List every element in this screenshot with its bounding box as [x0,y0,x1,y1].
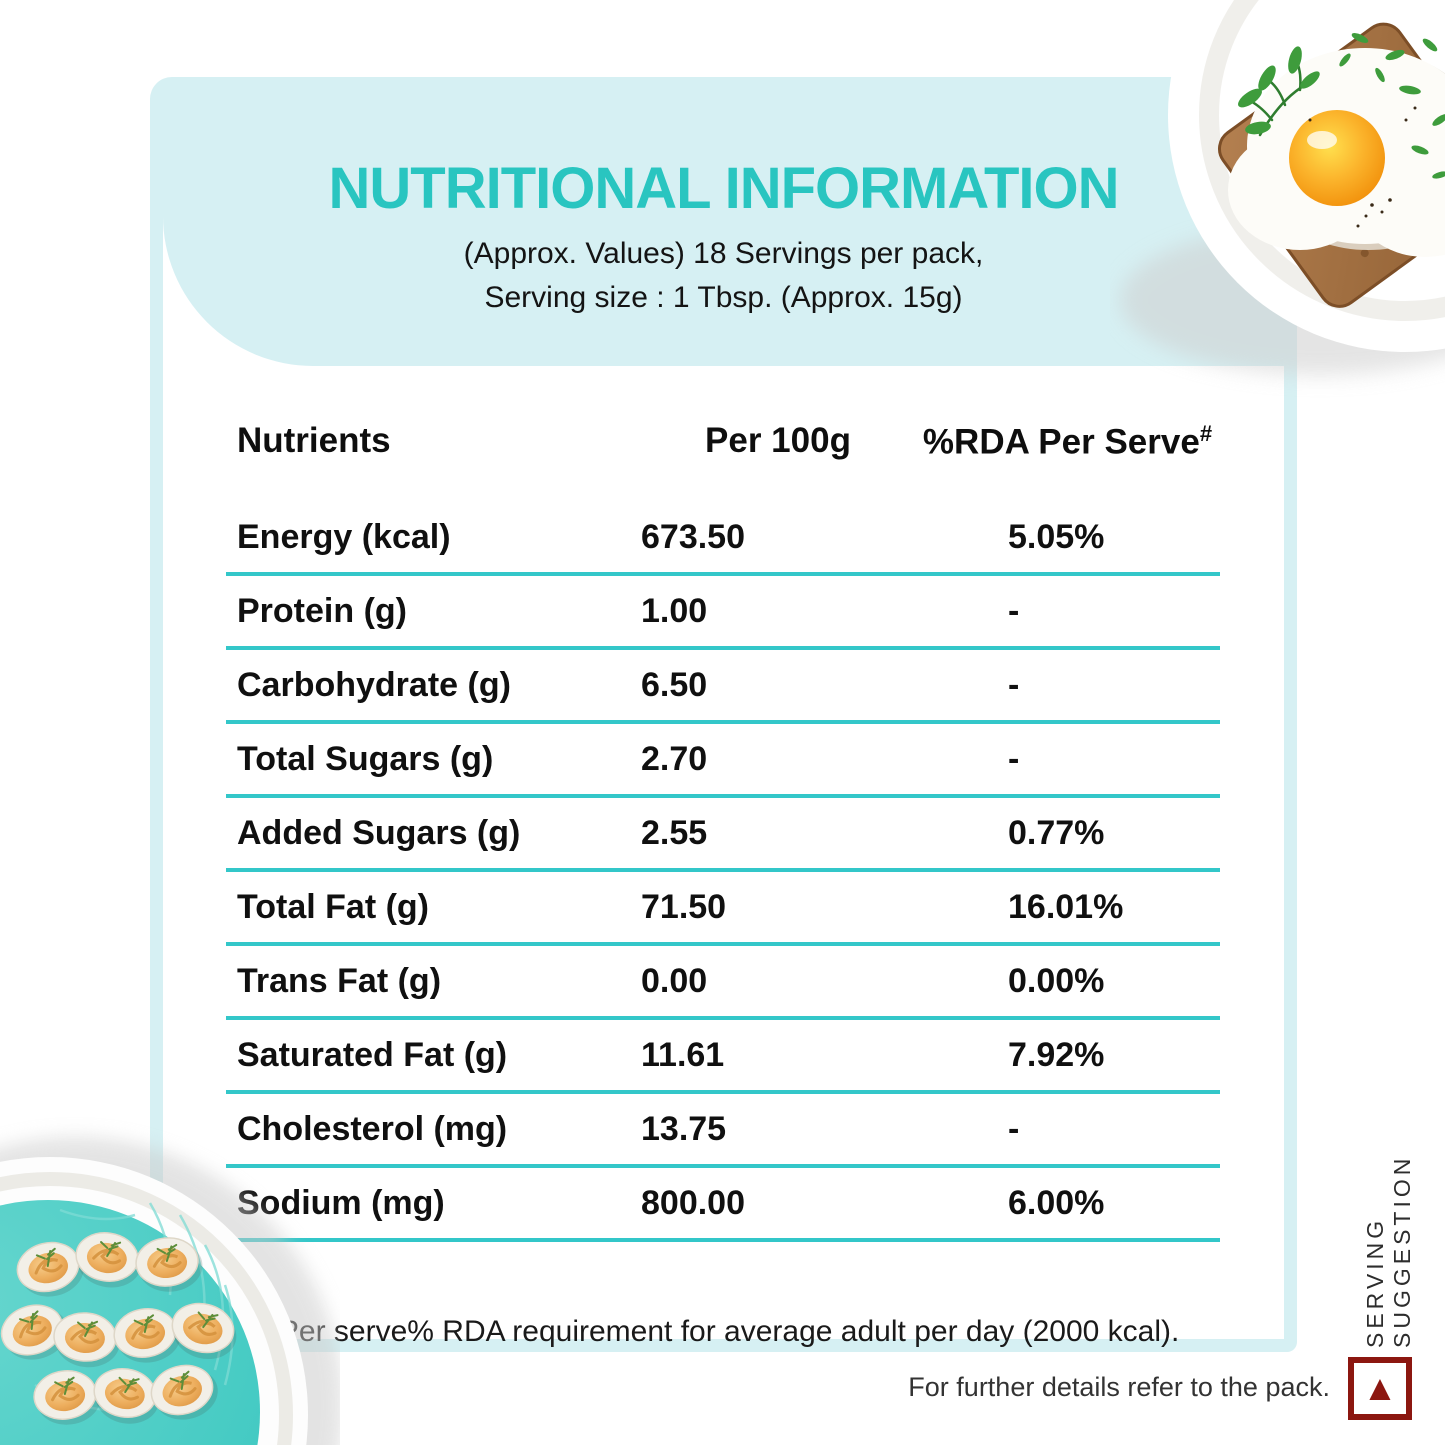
serving-info-line2: Serving size : 1 Tbsp. (Approx. 15g) [484,281,963,314]
table-row: Total Fat (g) 71.50 16.01% [226,872,1220,946]
rda-value: 0.77% [1008,813,1105,852]
per-100g-value: 800.00 [641,1183,745,1222]
serving-info: (Approx. Values) 18 Servings per pack, S… [163,232,1284,320]
rda-value: - [1008,591,1020,630]
per-100g-value: 673.50 [641,517,745,556]
col-header-per-100g: Per 100g [705,421,851,460]
table-row: Energy (kcal) 673.50 5.05% [226,502,1220,576]
non-veg-triangle-icon: ▲ [1362,1366,1398,1408]
table-row: Sodium (mg) 800.00 6.00% [226,1168,1220,1242]
nutrient-label: Added Sugars (g) [237,813,521,852]
table-row: Protein (g) 1.00 - [226,576,1220,650]
per-100g-value: 2.70 [641,739,708,778]
nutrient-label: Energy (kcal) [237,517,451,556]
col-header-rda: %RDA Per Serve# [915,421,1220,463]
page-title: NUTRITIONAL INFORMATION [328,156,1120,221]
table-row: Added Sugars (g) 2.55 0.77% [226,798,1220,872]
rda-value: 7.92% [1008,1035,1105,1074]
rda-value: - [1008,1109,1020,1148]
nutrient-label: Trans Fat (g) [237,961,442,1000]
table-row: Total Sugars (g) 2.70 - [226,724,1220,798]
per-100g-value: 71.50 [641,887,727,926]
deviled-eggs-photo [0,1137,340,1445]
rda-value: - [1008,739,1020,778]
rda-value: - [1008,665,1020,704]
per-100g-value: 13.75 [641,1109,727,1148]
rda-value: 5.05% [1008,517,1105,556]
footnote-text: Per serve% RDA requirement for average a… [278,1315,1180,1348]
per-100g-value: 11.61 [641,1035,725,1074]
nutrient-label: Sodium (mg) [237,1183,445,1222]
per-100g-value: 2.55 [641,813,708,852]
col-header-rda-text: %RDA Per Serve [922,422,1200,462]
serving-suggestion-label: SERVING SUGGESTION [1362,1154,1415,1348]
fried-egg-toast-photo [1120,0,1445,375]
table-row: Saturated Fat (g) 11.61 7.92% [226,1020,1220,1094]
table-row: Carbohydrate (g) 6.50 - [226,650,1220,724]
rda-value: 16.01% [1008,887,1124,926]
header-banner: NUTRITIONAL INFORMATION (Approx. Values)… [163,90,1284,366]
rda-footnote-marker: # [1199,421,1213,446]
per-100g-value: 6.50 [641,665,708,704]
rda-value: 0.00% [1008,961,1105,1000]
rda-footnote: #Per serve% RDA requirement for average … [226,1310,1220,1349]
per-100g-value: 0.00 [641,961,708,1000]
nutrient-label: Carbohydrate (g) [237,665,511,704]
non-veg-mark-icon: ▲ [1348,1357,1412,1420]
serving-info-line1: (Approx. Values) 18 Servings per pack, [463,237,984,270]
nutrient-label: Saturated Fat (g) [237,1035,508,1074]
table-header-row: Nutrients Per 100g %RDA Per Serve# [226,413,1220,502]
col-header-nutrients: Nutrients [237,421,391,460]
per-100g-value: 1.00 [641,591,708,630]
nutrition-table: Nutrients Per 100g %RDA Per Serve# Energ… [226,413,1220,1242]
table-row: Cholesterol (mg) 13.75 - [226,1094,1220,1168]
rda-value: 6.00% [1008,1183,1105,1222]
nutrient-label: Protein (g) [237,591,407,630]
table-row: Trans Fat (g) 0.00 0.00% [226,946,1220,1020]
nutrition-card: NUTRITIONAL INFORMATION (Approx. Values)… [150,77,1297,1352]
nutrient-label: Total Sugars (g) [237,739,494,778]
pack-details-note: For further details refer to the pack. [908,1372,1330,1402]
nutrient-label: Cholesterol (mg) [237,1109,508,1148]
nutrient-label: Total Fat (g) [237,887,429,926]
